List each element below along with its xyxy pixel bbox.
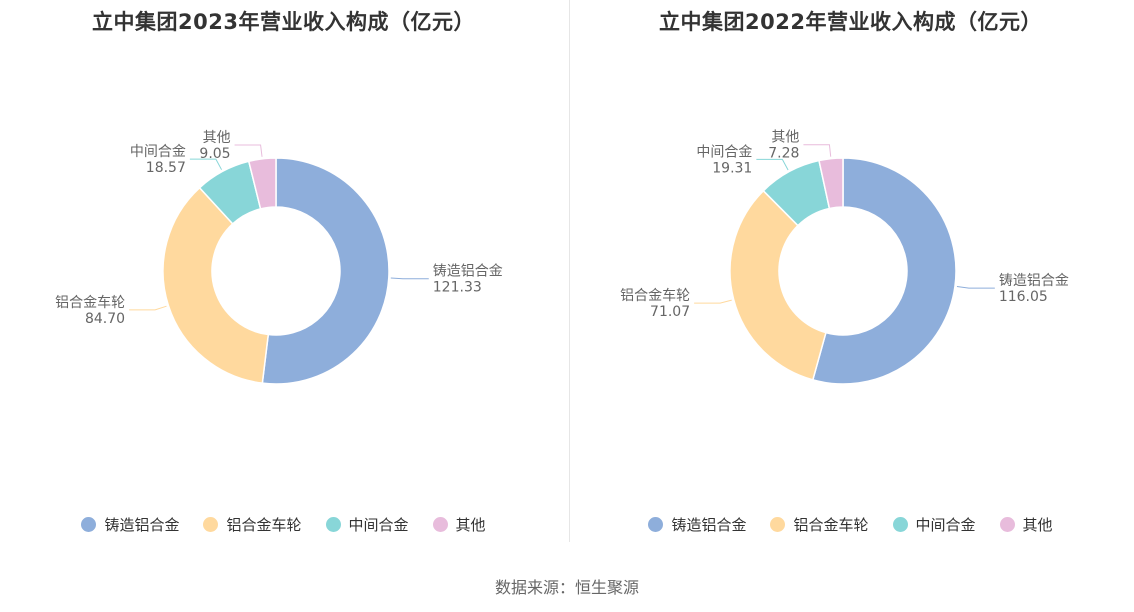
legend-label: 铸造铝合金 [671, 516, 747, 534]
data-source: 数据来源：恒生聚源 [494, 578, 639, 597]
slice-qita[interactable] [818, 157, 844, 210]
legend-item-zhongjian[interactable]: 中间合金 [892, 514, 976, 535]
leader-line [756, 158, 789, 171]
legend-swatch [203, 517, 219, 532]
legend-label: 中间合金 [348, 516, 409, 534]
legend-item-chelun[interactable]: 铝合金车轮 [203, 514, 302, 535]
data-label-value: 121.33 [433, 280, 482, 296]
slice-zhuzao[interactable] [261, 157, 390, 385]
chart-title: 立中集团2022年营业收入构成（亿元） [659, 10, 1042, 34]
data-label-value: 71.07 [650, 304, 690, 320]
legend: 铸造铝合金 铝合金车轮 中间合金 其他 [0, 514, 567, 535]
panel-divider [569, 0, 570, 542]
leader-line [189, 158, 223, 170]
leader-line [956, 286, 995, 289]
chart-panel-2022: 立中集团2022年营业收入构成（亿元） 铸造铝合金 116.05 铝合金车轮 71.0… [567, 0, 1134, 560]
leader-line [803, 144, 832, 157]
legend-swatch [325, 517, 341, 532]
legend-label: 铸造铝合金 [104, 516, 180, 534]
legend-swatch [432, 517, 448, 532]
data-label-category: 铝合金车轮 [620, 287, 690, 304]
legend-label: 其他 [455, 516, 486, 534]
leader-line [694, 299, 732, 304]
data-label-value: 84.70 [85, 311, 125, 327]
data-label-value: 19.31 [712, 160, 752, 176]
chart-title: 立中集团2023年营业收入构成（亿元） [92, 10, 475, 34]
data-label-category: 铸造铝合金 [433, 264, 503, 280]
data-label-category: 其他 [203, 130, 231, 146]
data-label-category: 铝合金车轮 [55, 294, 125, 311]
data-label-category: 中间合金 [130, 144, 186, 160]
legend-item-zhuzao[interactable]: 铸造铝合金 [648, 514, 746, 535]
data-label-value: 116.05 [999, 289, 1048, 305]
legend-label: 中间合金 [915, 516, 976, 534]
legend: 铸造铝合金 铝合金车轮 中间合金 其他 [567, 514, 1134, 535]
leader-line [129, 305, 167, 311]
legend-swatch [999, 517, 1015, 532]
legend-swatch [770, 517, 786, 532]
data-label-value: 18.57 [146, 160, 186, 176]
legend-item-qita[interactable]: 其他 [999, 514, 1053, 535]
data-label-category: 其他 [771, 130, 799, 146]
slice-chelun[interactable] [162, 186, 270, 385]
legend-item-qita[interactable]: 其他 [432, 514, 486, 535]
legend-item-zhongjian[interactable]: 中间合金 [325, 514, 409, 535]
legend-swatch [648, 517, 664, 532]
legend-label: 铝合金车轮 [793, 516, 869, 534]
chart-panel-2023: 立中集团2023年营业收入构成（亿元） 铸造铝合金 121.33 铝合金车轮 84.7… [0, 0, 567, 560]
slice-zhuzao[interactable] [811, 157, 957, 385]
legend-label: 其他 [1022, 516, 1053, 534]
legend-swatch [81, 517, 97, 532]
data-label-category: 中间合金 [696, 144, 752, 160]
slice-chelun[interactable] [729, 189, 827, 381]
data-label-value: 9.05 [199, 146, 230, 162]
data-label-value: 7.28 [768, 146, 799, 162]
data-label-category: 铸造铝合金 [999, 273, 1069, 289]
legend-swatch [892, 517, 908, 532]
slice-qita[interactable] [247, 157, 277, 210]
legend-item-chelun[interactable]: 铝合金车轮 [770, 514, 869, 535]
legend-label: 铝合金车轮 [226, 516, 302, 534]
leader-line [390, 277, 429, 280]
leader-line [234, 144, 263, 157]
legend-item-zhuzao[interactable]: 铸造铝合金 [81, 514, 179, 535]
